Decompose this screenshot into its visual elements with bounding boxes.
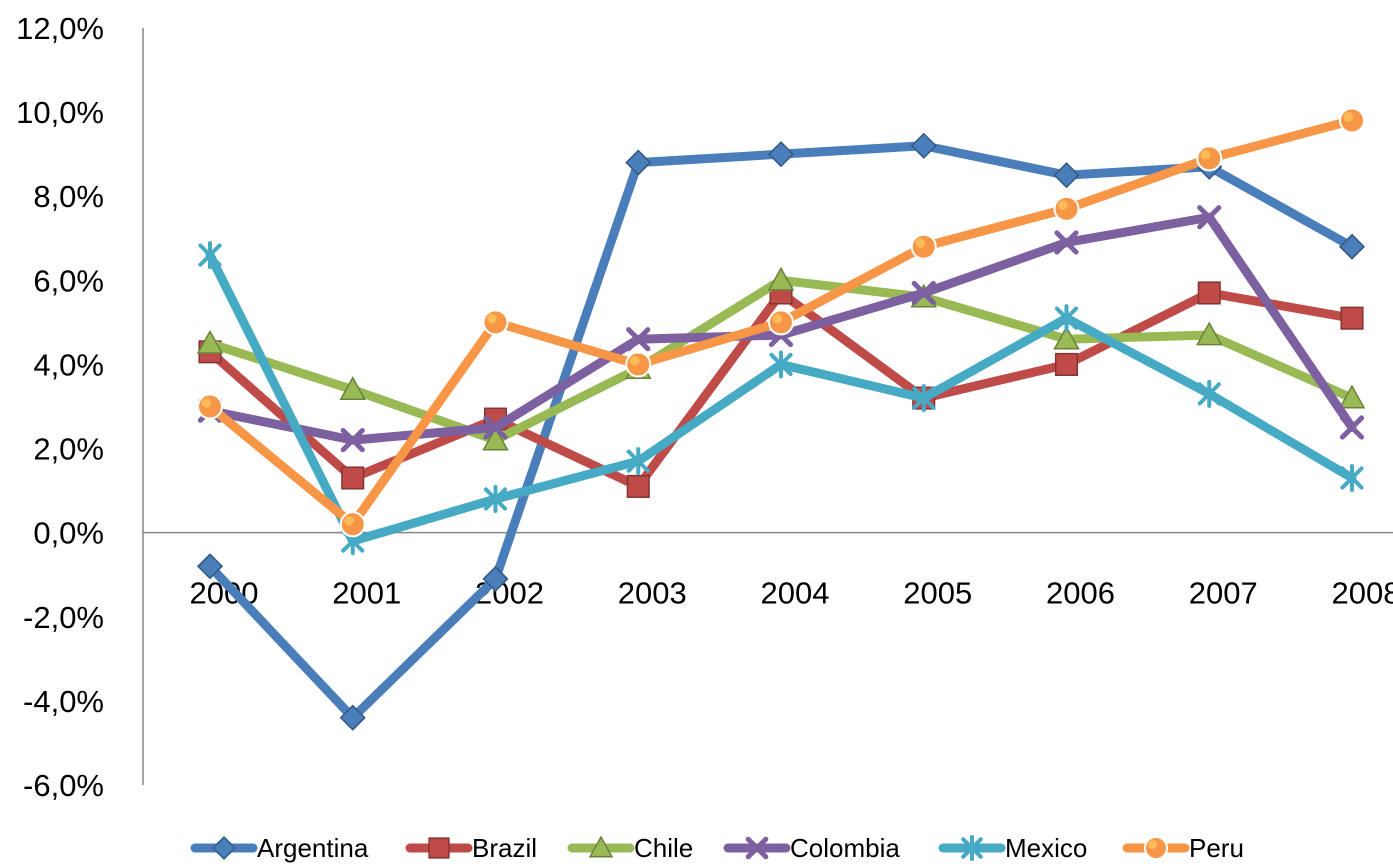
legend-marker-mexico	[961, 835, 983, 861]
legend: Argentina Brazil Chile Colombia Mexico Peru	[190, 833, 1244, 863]
data-point-colombia	[483, 415, 508, 440]
y-tick-label: -6,0%	[23, 768, 104, 803]
data-point-peru	[197, 393, 223, 420]
legend-label: Colombia	[790, 833, 900, 863]
data-point-colombia	[340, 428, 365, 453]
data-point-chile	[339, 376, 367, 401]
legend-item-brazil: Brazil	[405, 833, 537, 863]
data-point-argentina	[339, 704, 366, 731]
x-tick-label: 2007	[1189, 576, 1258, 611]
x-tick-label: 2008	[1332, 576, 1393, 611]
series-line-argentina	[205, 141, 1357, 723]
data-point-mexico	[483, 485, 508, 514]
y-tick-label: 0,0%	[33, 516, 104, 551]
series-mexico	[198, 241, 1364, 556]
data-point-mexico	[769, 350, 793, 379]
data-point-peru	[1196, 145, 1223, 172]
x-tick-label: 2004	[761, 576, 830, 611]
data-point-colombia	[626, 327, 651, 352]
series-peru	[197, 107, 1365, 538]
data-point-brazil	[1054, 352, 1079, 376]
data-point-colombia	[1339, 415, 1365, 440]
y-tick-label: -2,0%	[23, 600, 104, 635]
data-point-chile	[482, 426, 509, 451]
x-tick-label: 2006	[1046, 576, 1115, 611]
data-point-argentina	[625, 149, 652, 176]
data-point-chile	[1338, 384, 1366, 409]
data-point-peru	[482, 309, 509, 336]
data-point-brazil	[341, 466, 365, 490]
data-point-argentina	[1053, 162, 1080, 189]
legend-item-peru: Peru	[1122, 833, 1244, 863]
x-tick-label: 2005	[903, 576, 972, 611]
data-point-mexico	[1197, 379, 1221, 408]
data-point-brazil	[626, 474, 650, 498]
data-point-mexico	[1340, 463, 1364, 492]
legend-marker-argentina	[211, 835, 237, 861]
legend-item-mexico: Mexico	[938, 833, 1087, 863]
y-tick-label: 8,0%	[33, 179, 104, 214]
data-point-argentina	[196, 553, 224, 580]
x-axis: 2000 2001 2002 2003 2004 2005 2006 2007 2008	[143, 531, 1393, 611]
data-point-argentina	[767, 141, 795, 168]
x-tick-label: 2003	[618, 576, 687, 611]
series-argentina	[196, 132, 1366, 731]
data-point-chile	[1195, 321, 1223, 346]
data-point-mexico	[1054, 304, 1079, 333]
data-point-peru	[1339, 107, 1365, 134]
y-axis: 12,0% 10,0% 8,0% 6,0% 4,0% 2,0% 0,0% -2,0% -4,0%…	[16, 11, 144, 803]
data-point-colombia	[1054, 230, 1079, 255]
legend-marker-brazil	[428, 837, 450, 859]
legend-marker-chile	[588, 835, 614, 858]
data-point-colombia	[1197, 205, 1222, 230]
legend-label: Peru	[1189, 833, 1244, 863]
legend-item-chile: Chile	[567, 833, 693, 863]
y-tick-label: 4,0%	[33, 347, 104, 382]
data-point-argentina	[910, 132, 937, 159]
plot-area	[196, 107, 1366, 731]
legend-label: Brazil	[472, 833, 537, 863]
legend-label: Chile	[634, 833, 693, 863]
data-point-argentina	[482, 565, 509, 592]
data-point-chile	[196, 329, 224, 354]
legend-label: Argentina	[257, 833, 369, 863]
x-tick-label: 2001	[332, 576, 401, 611]
data-point-chile	[767, 266, 795, 291]
data-point-chile	[1053, 325, 1080, 350]
y-tick-label: 2,0%	[33, 432, 104, 467]
legend-item-argentina: Argentina	[190, 833, 369, 863]
data-point-colombia	[911, 280, 936, 306]
legend-marker-peru	[1144, 836, 1168, 860]
legend-label: Mexico	[1005, 833, 1087, 863]
data-point-peru	[768, 309, 794, 336]
data-point-mexico	[626, 447, 650, 476]
data-point-brazil	[1340, 306, 1364, 330]
legend-marker-colombia	[745, 836, 769, 860]
data-point-peru	[625, 351, 652, 378]
y-tick-label: -4,0%	[23, 684, 104, 719]
data-point-peru	[1053, 195, 1080, 222]
y-tick-label: 6,0%	[33, 263, 104, 298]
data-point-mexico	[912, 384, 936, 413]
data-point-peru	[910, 233, 937, 260]
legend-item-colombia: Colombia	[723, 833, 900, 863]
data-point-argentina	[1338, 233, 1366, 260]
data-point-mexico	[198, 241, 222, 270]
data-point-peru	[339, 511, 366, 538]
data-point-brazil	[1197, 281, 1221, 305]
y-tick-label: 12,0%	[16, 11, 104, 46]
y-tick-label: 10,0%	[16, 95, 104, 130]
